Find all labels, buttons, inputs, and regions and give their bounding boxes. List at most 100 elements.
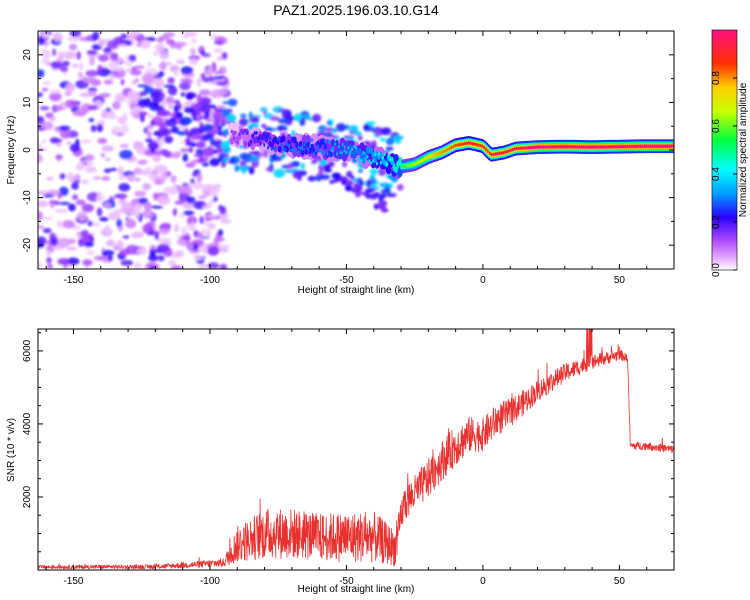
y-tick-label: -20 xyxy=(22,238,33,253)
noise-blob xyxy=(201,162,210,167)
signal-ridge-segment xyxy=(299,146,302,151)
noise-blob xyxy=(49,116,56,122)
noise-blob xyxy=(191,182,204,190)
noise-blob xyxy=(218,204,224,211)
noise-blob xyxy=(108,60,118,69)
signal-blob xyxy=(137,98,150,105)
signal-ridge-segment xyxy=(557,145,560,149)
signal-ridge-segment xyxy=(450,145,453,150)
signal-ridge-segment xyxy=(358,158,361,162)
signal-ridge-segment xyxy=(465,141,468,146)
signal-ridge-segment xyxy=(412,162,415,167)
branch-blob xyxy=(381,206,386,213)
colorbar-tick-label: 0.6 xyxy=(711,119,722,133)
y-tick-label: 6000 xyxy=(22,339,33,362)
signal-ridge-segment xyxy=(345,150,348,155)
signal-ridge-segment xyxy=(370,161,373,165)
noise-blob xyxy=(178,185,192,194)
signal-blob xyxy=(199,124,205,134)
signal-ridge-segment xyxy=(446,147,449,152)
noise-blob xyxy=(120,124,130,134)
signal-ridge-segment xyxy=(249,139,252,144)
signal-blob xyxy=(174,111,183,119)
signal-ridge-segment xyxy=(303,142,306,147)
branch-blob xyxy=(345,186,351,191)
noise-blob xyxy=(186,216,198,225)
signal-ridge-segment xyxy=(532,145,535,150)
signal-ridge-segment xyxy=(248,142,250,147)
signal-blob xyxy=(204,133,215,138)
noise-blob xyxy=(137,84,149,88)
signal-blob xyxy=(180,92,186,97)
signal-ridge-segment xyxy=(572,145,575,149)
signal-ridge-segment xyxy=(658,144,661,148)
signal-blob xyxy=(249,117,260,124)
signal-ridge-segment xyxy=(349,150,352,154)
signal-ridge-segment xyxy=(246,131,249,135)
signal-blob xyxy=(220,108,230,117)
signal-ridge-segment xyxy=(452,144,455,149)
signal-ridge-segment xyxy=(536,145,539,149)
signal-ridge-segment xyxy=(458,142,461,147)
noise-blob xyxy=(81,203,94,213)
signal-ridge-segment xyxy=(363,152,368,159)
colorbar-label: Normalized spectral amplitude xyxy=(738,82,749,217)
noise-blob xyxy=(119,149,133,160)
signal-blob xyxy=(349,124,359,132)
signal-ridge-segment xyxy=(441,150,443,155)
signal-ridge-segment xyxy=(288,143,291,148)
signal-blob xyxy=(213,139,224,149)
branch-blob xyxy=(323,168,332,173)
signal-blob xyxy=(239,152,250,160)
noise-blob xyxy=(80,229,89,239)
signal-ridge-segment xyxy=(267,145,270,150)
signal-ridge-segment xyxy=(601,145,604,149)
noise-blob xyxy=(138,197,148,204)
noise-blob xyxy=(86,250,95,256)
noise-blob xyxy=(119,143,129,149)
signal-ridge-segment xyxy=(410,163,413,167)
noise-blob xyxy=(147,62,152,67)
signal-ridge-segment xyxy=(257,136,260,140)
signal-blob xyxy=(163,135,174,144)
signal-blob xyxy=(234,164,240,172)
noise-blob xyxy=(189,160,197,166)
noise-blob xyxy=(219,66,227,75)
noise-blob xyxy=(134,190,147,197)
noise-blob xyxy=(111,125,121,133)
noise-blob xyxy=(143,201,152,211)
signal-blob xyxy=(312,113,322,123)
signal-ridge-segment xyxy=(286,142,289,146)
signal-ridge-segment xyxy=(431,153,434,158)
noise-blob xyxy=(207,262,220,269)
noise-blob xyxy=(150,205,164,209)
noise-blob xyxy=(42,81,51,85)
noise-blob xyxy=(77,72,83,77)
noise-blob xyxy=(143,223,153,234)
signal-blob xyxy=(277,125,286,131)
noise-blob xyxy=(219,263,228,269)
signal-blob xyxy=(269,116,280,121)
signal-ridge-segment xyxy=(563,144,566,149)
noise-blob xyxy=(190,221,195,230)
snr-x-axis-label: Height of straight line (km) xyxy=(298,584,415,595)
noise-blob xyxy=(68,43,78,51)
signal-blob xyxy=(357,168,364,173)
noise-blob xyxy=(41,121,54,131)
signal-ridge-segment xyxy=(272,146,275,150)
noise-blob xyxy=(112,101,121,110)
noise-blob xyxy=(176,235,183,239)
signal-ridge-segment xyxy=(277,146,282,153)
signal-ridge-segment xyxy=(374,152,377,157)
noise-blob xyxy=(49,89,61,94)
signal-ridge-segment xyxy=(284,148,287,152)
signal-blob xyxy=(185,137,191,145)
signal-ridge-segment xyxy=(504,150,506,155)
signal-blob xyxy=(300,114,311,118)
x-tick-label: -50 xyxy=(339,576,354,587)
noise-blob xyxy=(130,231,144,239)
signal-ridge-segment xyxy=(333,150,337,157)
signal-blob xyxy=(293,113,302,122)
noise-blob xyxy=(160,172,169,180)
